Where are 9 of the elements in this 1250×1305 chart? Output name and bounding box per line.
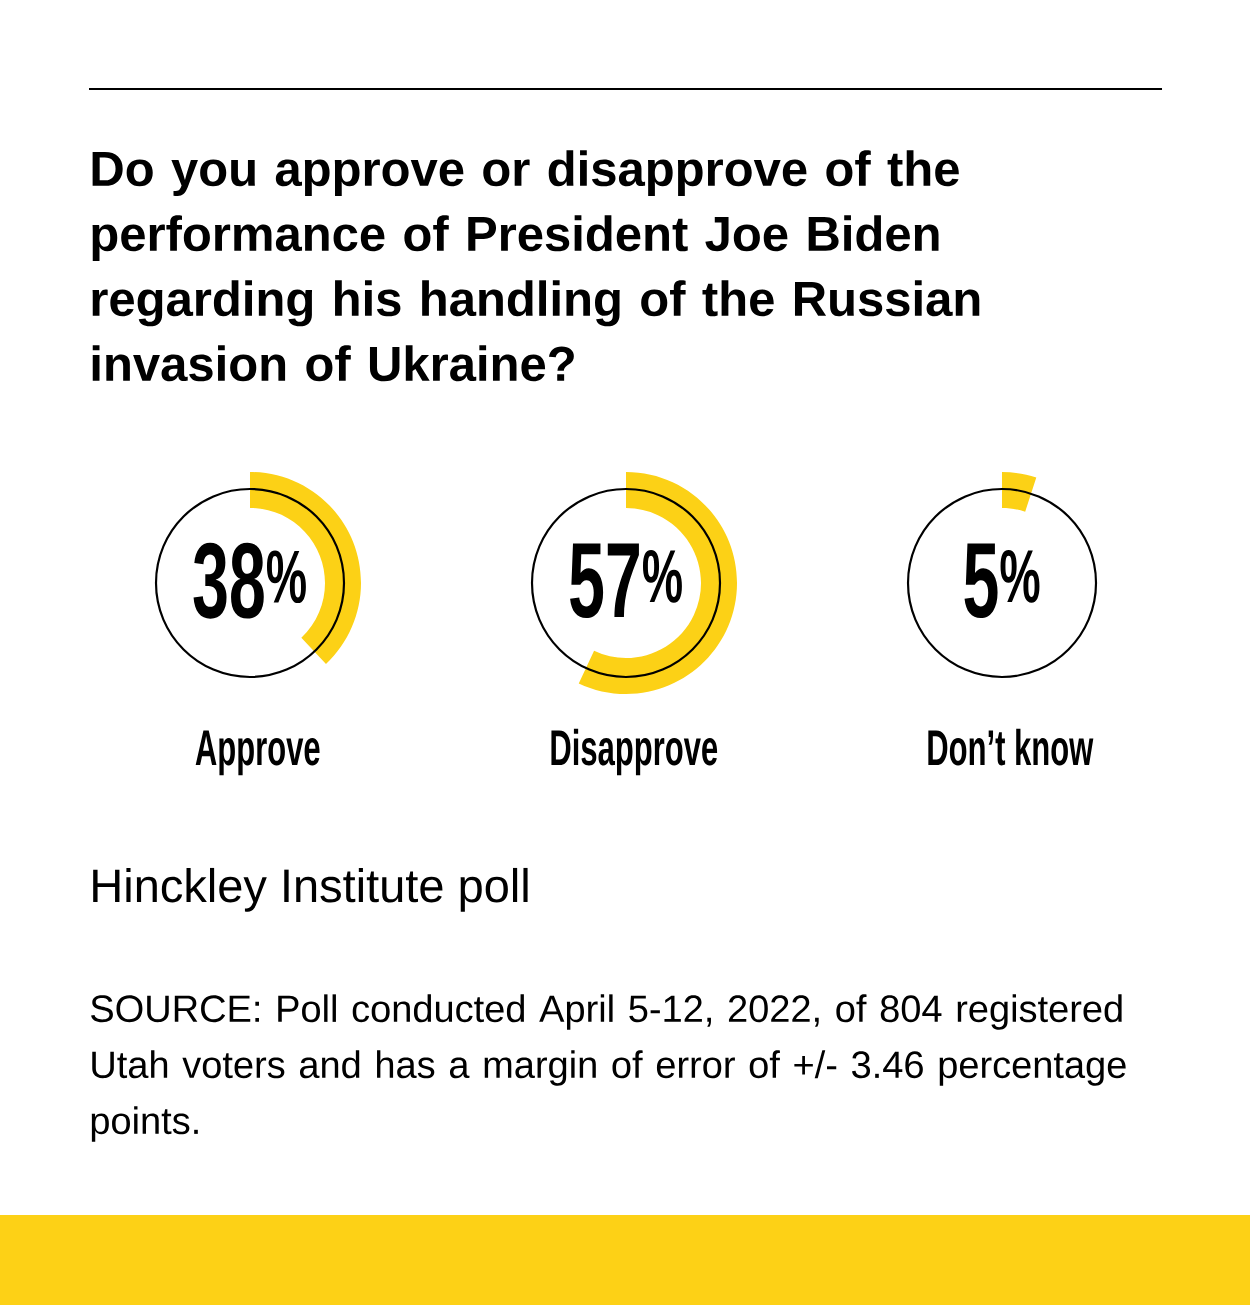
- source-note: SOURCE: Poll conducted April 5-12, 2022, of 804 registered Utah voters and has a margin of error of +/- 3.46 percentage points.: [91, 994, 1126, 1142]
- data-label: 38$^{%}$: [193, 542, 306, 619]
- category-label: Approve: [195, 730, 320, 776]
- text: Do you approve or disapprove of the performance of President Joe Biden regarding his handling of the Russian invasion of Ukraine?: [92, 150, 980, 382]
- category-label: Disapprove: [551, 728, 718, 776]
- category-label: Don’t know: [928, 728, 1094, 766]
- data-label: 57$^{%}$: [570, 543, 682, 619]
- data-label: 5$^{%}$: [964, 543, 1040, 619]
- text: Hinckley Institute poll: [93, 867, 528, 912]
